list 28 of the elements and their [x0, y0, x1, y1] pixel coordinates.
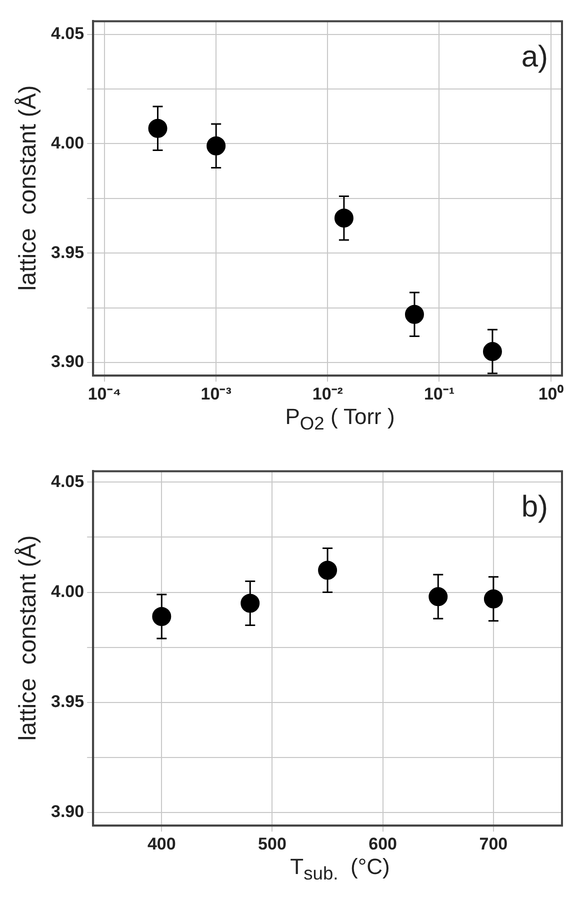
point	[240, 594, 260, 613]
y-tick-label: 3.90	[50, 802, 84, 822]
point	[484, 589, 503, 608]
y-tick-label: 4.00	[50, 582, 84, 601]
y-tick-label: 3.95	[50, 692, 84, 712]
x-tick-label: 10⁻¹	[424, 384, 455, 404]
x-tick-label: 10⁻³	[200, 384, 232, 404]
x-tick-label: 500	[258, 834, 286, 854]
point	[428, 587, 448, 606]
x-axis-title: P$_{O2}$ ( Torr )	[284, 404, 396, 434]
x-tick-label: 10⁰	[538, 384, 564, 404]
point	[318, 560, 338, 580]
y-tick-label: 3.95	[50, 242, 84, 262]
y-tick-label: 4.00	[50, 133, 84, 152]
x-tick-label: 700	[479, 834, 508, 854]
y-axis-title: lattice constant (Å)	[15, 85, 43, 291]
y-tick-label: 4.05	[50, 472, 84, 491]
x-axis-title: T$_{sub.}$ (°C)	[289, 854, 391, 884]
y-axis-title: lattice constant (Å)	[15, 535, 43, 741]
x-tick-label: 10⁻²	[312, 384, 344, 404]
annotation: a)	[521, 40, 548, 74]
x-tick-label: 600	[368, 834, 398, 854]
x-tick-label: 10⁻⁴	[88, 384, 122, 404]
y-tick-label: 3.90	[50, 352, 84, 372]
x-tick-label: 400	[147, 834, 176, 854]
point	[152, 606, 172, 626]
y-tick-label: 4.05	[50, 24, 84, 44]
annotation: b)	[521, 490, 548, 524]
